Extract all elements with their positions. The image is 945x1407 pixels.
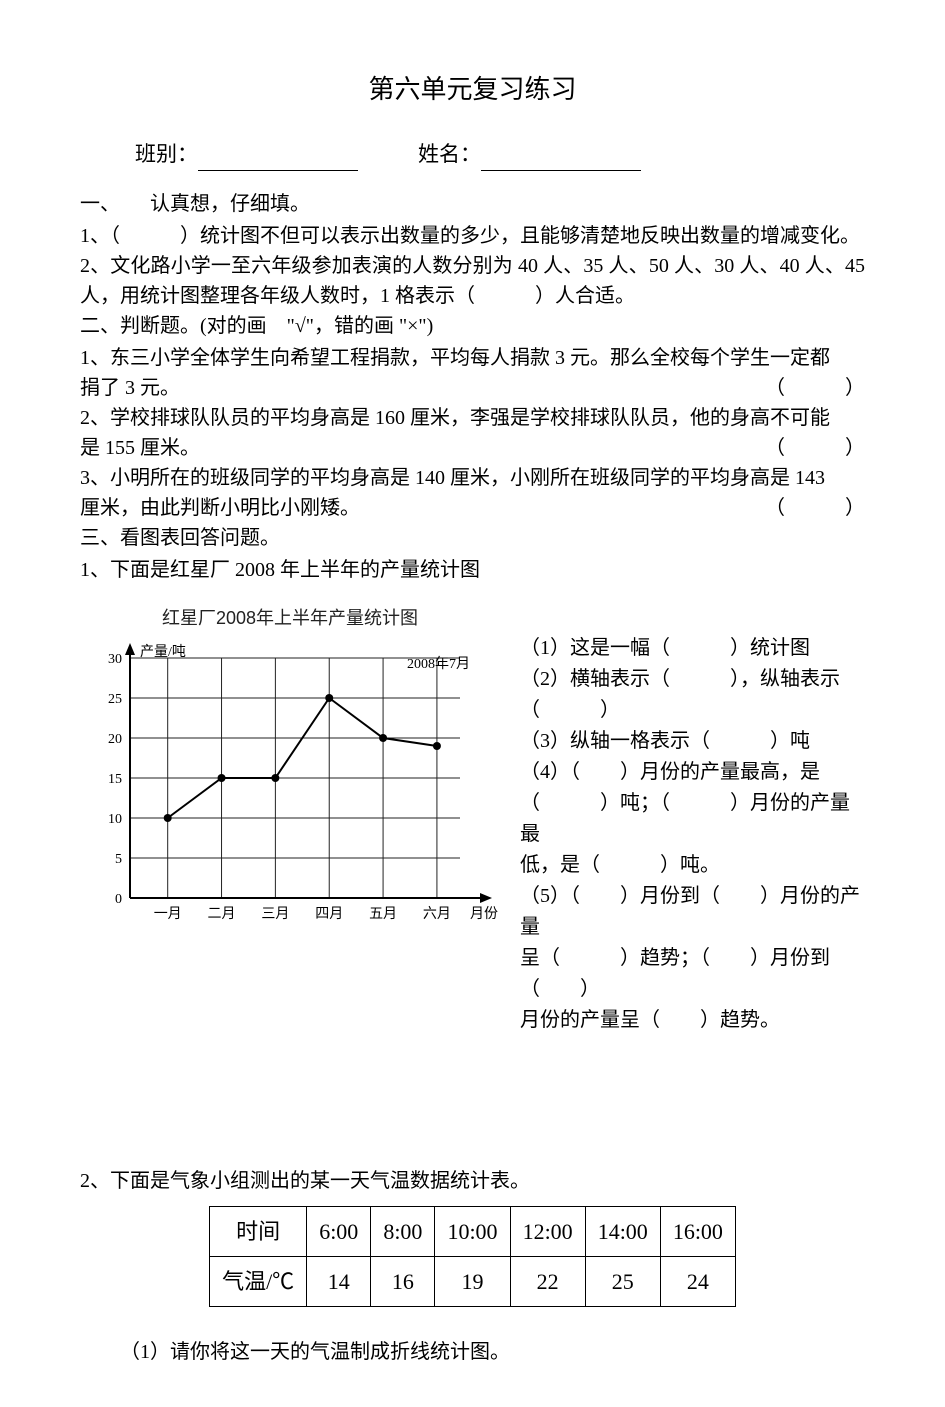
- td-v5: 24: [660, 1256, 735, 1306]
- svg-text:五月: 五月: [369, 906, 397, 922]
- s1-q1: 1、（ ）统计图不但可以表示出数量的多少，且能够清楚地反映出数量的增减变化。: [80, 221, 865, 251]
- s2-q1b: 捐了 3 元。: [80, 377, 180, 399]
- td-v3: 22: [510, 1256, 585, 1306]
- chart-title: 红星厂2008年上半年产量统计图: [80, 605, 500, 632]
- s2-q2b-row: 是 155 厘米。 （ ）: [80, 433, 865, 463]
- s1-q2: 2、文化路小学一至六年级参加表演的人数分别为 40 人、35 人、50 人、30…: [80, 251, 865, 311]
- s3-q1: 1、下面是红星厂 2008 年上半年的产量统计图: [80, 555, 865, 585]
- svg-text:一月: 一月: [154, 906, 182, 922]
- th-c5: 16:00: [660, 1206, 735, 1256]
- th-c3: 12:00: [510, 1206, 585, 1256]
- line-chart-container: 红星厂2008年上半年产量统计图 0 5 10 15 20 25 30 一月 二月 三月 四月 五月 六…: [80, 605, 500, 947]
- s2-q1b-row: 捐了 3 元。 （ ）: [80, 373, 865, 403]
- th-c4: 14:00: [585, 1206, 660, 1256]
- s2-q2a: 2、学校排球队队员的平均身高是 160 厘米，李强是学校排球队队员，他的身高不可…: [80, 403, 865, 433]
- page-title: 第六单元复习练习: [80, 70, 865, 109]
- s2-q1-paren[interactable]: （ ）: [765, 373, 865, 403]
- s2-q1a: 1、东三小学全体学生向希望工程捐款，平均每人捐款 3 元。那么全校每个学生一定都: [80, 343, 865, 373]
- th-time: 时间: [210, 1206, 307, 1256]
- svg-text:四月: 四月: [315, 906, 343, 922]
- section-3-heading: 三、看图表回答问题。: [80, 523, 865, 553]
- td-v2: 19: [435, 1256, 510, 1306]
- class-underline[interactable]: [198, 145, 358, 170]
- s2-q3b-row: 厘米，由此判断小明比小刚矮。 （ ）: [80, 493, 865, 523]
- line-chart-svg: 0 5 10 15 20 25 30 一月 二月 三月 四月 五月 六月 产量/吨月份 2008年7月: [80, 638, 500, 938]
- svg-text:30: 30: [108, 652, 122, 667]
- svg-text:产量/吨: 产量/吨: [140, 644, 186, 660]
- svg-text:25: 25: [108, 692, 122, 707]
- table-row-values: 气温/℃ 14 16 19 22 25 24: [210, 1256, 736, 1306]
- td-v0: 14: [307, 1256, 371, 1306]
- class-label: 班别：: [135, 142, 198, 166]
- class-field: 班别：: [135, 139, 358, 171]
- th-temp: 气温/℃: [210, 1256, 307, 1306]
- th-c2: 10:00: [435, 1206, 510, 1256]
- section-2-heading: 二、判断题。(对的画 "√"，错的画 "×"): [80, 311, 865, 341]
- s2-q3-paren[interactable]: （ ）: [765, 493, 865, 523]
- chart-questions: （1）这是一幅（ ）统计图 （2）横轴表示（ ），纵轴表示 （ ） （3）纵轴一…: [520, 605, 865, 1036]
- temperature-table: 时间 6:00 8:00 10:00 12:00 14:00 16:00 气温/…: [209, 1206, 736, 1307]
- cq-1: （1）这是一幅（ ）统计图: [520, 633, 865, 664]
- svg-text:月份: 月份: [470, 906, 498, 922]
- cq-9: 呈（ ）趋势；（ ）月份到（ ）: [520, 943, 865, 1005]
- name-field: 姓名：: [418, 139, 641, 171]
- cq-3: （ ）: [520, 695, 865, 726]
- svg-text:三月: 三月: [261, 906, 289, 922]
- th-c0: 6:00: [307, 1206, 371, 1256]
- svg-text:20: 20: [108, 732, 122, 747]
- svg-text:15: 15: [108, 772, 122, 787]
- s2-q3b: 厘米，由此判断小明比小刚矮。: [80, 497, 360, 519]
- section-1-heading: 一、 认真想，仔细填。: [80, 189, 865, 219]
- td-v1: 16: [371, 1256, 435, 1306]
- s2-q2b: 是 155 厘米。: [80, 437, 200, 459]
- table-row-header: 时间 6:00 8:00 10:00 12:00 14:00 16:00: [210, 1206, 736, 1256]
- svg-text:二月: 二月: [208, 906, 236, 922]
- th-c1: 8:00: [371, 1206, 435, 1256]
- name-label: 姓名：: [418, 142, 481, 166]
- student-info-row: 班别： 姓名：: [80, 139, 865, 171]
- svg-text:0: 0: [115, 892, 122, 907]
- svg-text:2008年7月: 2008年7月: [407, 656, 470, 672]
- s2-q2-paren[interactable]: （ ）: [765, 433, 865, 463]
- s3-q2-intro: 2、下面是气象小组测出的某一天气温数据统计表。: [80, 1166, 865, 1196]
- cq-5: （4）（ ）月份的产量最高，是: [520, 757, 865, 788]
- td-v4: 25: [585, 1256, 660, 1306]
- svg-text:5: 5: [115, 852, 122, 867]
- s2-q3a: 3、小明所在的班级同学的平均身高是 140 厘米，小刚所在班级同学的平均身高是 …: [80, 463, 865, 493]
- cq-2: （2）横轴表示（ ），纵轴表示: [520, 664, 865, 695]
- cq-4: （3）纵轴一格表示（ ）吨: [520, 726, 865, 757]
- s3-q2-sub1: （1）请你将这一天的气温制成折线统计图。: [80, 1337, 865, 1367]
- cq-10: 月份的产量呈（ ）趋势。: [520, 1005, 865, 1036]
- chart-row: 红星厂2008年上半年产量统计图 0 5 10 15 20 25 30 一月 二月 三月 四月 五月 六…: [80, 605, 865, 1036]
- cq-7: 低，是（ ）吨。: [520, 850, 865, 881]
- cq-8: （5）（ ）月份到（ ）月份的产量: [520, 881, 865, 943]
- svg-text:六月: 六月: [423, 906, 451, 922]
- svg-text:10: 10: [108, 812, 122, 827]
- cq-6: （ ）吨；（ ）月份的产量最: [520, 788, 865, 850]
- name-underline[interactable]: [481, 145, 641, 170]
